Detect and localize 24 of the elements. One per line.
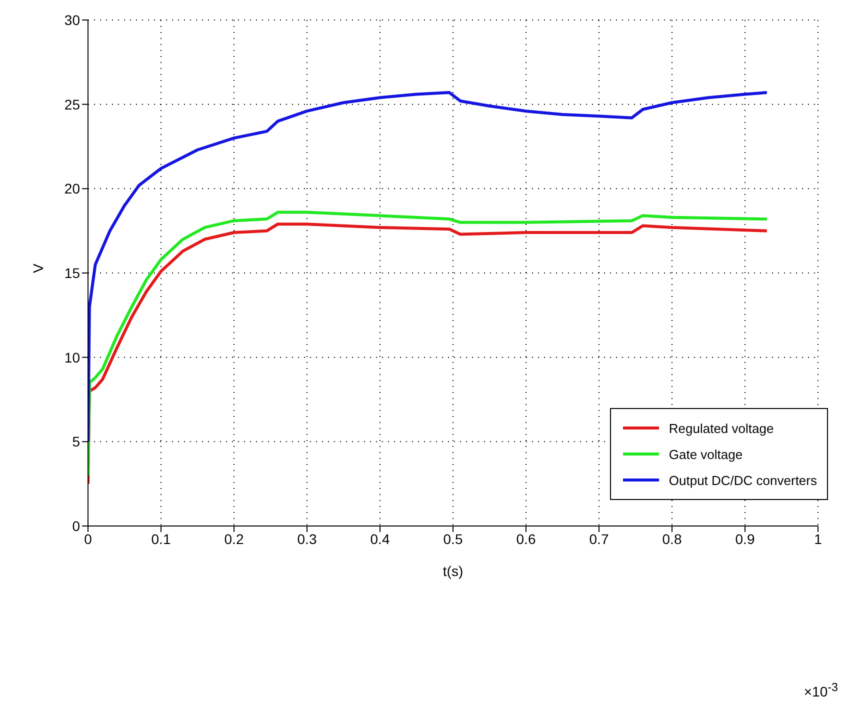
legend-label: Regulated voltage <box>668 420 774 436</box>
x-tick-label: 0.6 <box>516 530 536 547</box>
x-tick-label: 0.8 <box>662 530 682 547</box>
text: ×10$^{-3}$ <box>804 681 838 700</box>
y-tick-label: 5 <box>72 434 80 450</box>
legend-label: Gate voltage <box>668 446 743 462</box>
legend-label: Output DC/DC converters <box>668 472 817 488</box>
y-tick-label: 20 <box>64 180 80 197</box>
x-tick-label: 0.9 <box>735 530 755 547</box>
y-tick-label: 0 <box>72 518 80 534</box>
y-tick-label: 25 <box>64 96 80 112</box>
y-tick-label: 15 <box>64 264 80 281</box>
x-tick-label: 0.5 <box>443 530 463 547</box>
x-tick-label: 0.7 <box>589 530 609 547</box>
x-tick-label: 0.1 <box>151 530 171 547</box>
y-axis-title: V <box>30 263 46 273</box>
y-tick-label: 30 <box>64 12 80 28</box>
y-tick-label: 10 <box>64 349 80 366</box>
x-axis-title: t(s) <box>442 563 464 579</box>
x-tick-label: 0 <box>84 530 92 547</box>
x-tick-label: 0.3 <box>297 530 317 547</box>
x-tick-label: 0.2 <box>224 530 244 547</box>
x-tick-label: 0.4 <box>370 530 390 547</box>
x-tick-label: 1 <box>814 530 822 547</box>
